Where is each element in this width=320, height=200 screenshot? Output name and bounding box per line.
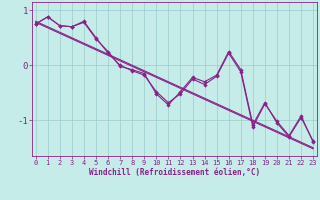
- X-axis label: Windchill (Refroidissement éolien,°C): Windchill (Refroidissement éolien,°C): [89, 168, 260, 177]
